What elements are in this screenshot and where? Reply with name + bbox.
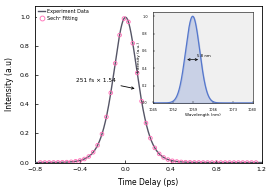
- Sech² Fitting: [148, 137, 152, 140]
- Sech² Fitting: [135, 71, 139, 74]
- Sech² Fitting: [95, 144, 100, 147]
- Experiment Data: [260, 161, 263, 164]
- Sech² Fitting: [241, 161, 245, 164]
- Text: 251 fs × 1.54: 251 fs × 1.54: [76, 78, 134, 89]
- Sech² Fitting: [162, 156, 166, 159]
- Sech² Fitting: [201, 161, 205, 164]
- Sech² Fitting: [100, 132, 104, 136]
- Experiment Data: [120, 24, 123, 26]
- Experiment Data: [59, 161, 62, 163]
- Sech² Fitting: [210, 161, 214, 164]
- Sech² Fitting: [232, 161, 236, 164]
- Sech² Fitting: [188, 161, 192, 164]
- Experiment Data: [256, 161, 259, 164]
- Sech² Fitting: [38, 161, 42, 164]
- Sech² Fitting: [144, 122, 148, 125]
- X-axis label: Wavelength (nm): Wavelength (nm): [185, 113, 221, 117]
- Sech² Fitting: [47, 161, 51, 164]
- Sech² Fitting: [175, 160, 179, 163]
- Sech² Fitting: [245, 161, 249, 164]
- Y-axis label: Intensity (a.u): Intensity (a.u): [5, 57, 14, 111]
- Sech² Fitting: [104, 115, 108, 119]
- Sech² Fitting: [43, 161, 47, 164]
- Sech² Fitting: [69, 160, 73, 163]
- Experiment Data: [231, 161, 234, 164]
- Text: 5.8 nm: 5.8 nm: [197, 54, 211, 58]
- Sech² Fitting: [73, 160, 78, 163]
- Sech² Fitting: [179, 160, 183, 163]
- Sech² Fitting: [126, 20, 131, 23]
- Sech² Fitting: [153, 146, 157, 149]
- Legend: Experiment Data, Sech² Fitting: Experiment Data, Sech² Fitting: [37, 8, 90, 22]
- Sech² Fitting: [236, 161, 241, 164]
- Sech² Fitting: [52, 161, 56, 164]
- Sech² Fitting: [157, 152, 161, 155]
- X-axis label: Time Delay (ps): Time Delay (ps): [118, 178, 178, 187]
- Sech² Fitting: [227, 161, 232, 164]
- Sech² Fitting: [139, 100, 144, 103]
- Sech² Fitting: [170, 159, 175, 162]
- Experiment Data: [130, 35, 133, 38]
- Sech² Fitting: [78, 159, 82, 162]
- Sech² Fitting: [122, 17, 126, 20]
- Y-axis label: Intensity (a.u.): Intensity (a.u.): [137, 43, 141, 72]
- Sech² Fitting: [109, 91, 113, 94]
- Sech² Fitting: [166, 158, 170, 161]
- Sech² Fitting: [197, 161, 201, 164]
- Sech² Fitting: [131, 42, 135, 45]
- Sech² Fitting: [91, 151, 95, 154]
- Sech² Fitting: [113, 62, 117, 65]
- Sech² Fitting: [219, 161, 223, 164]
- Sech² Fitting: [254, 161, 258, 164]
- Experiment Data: [72, 160, 76, 163]
- Sech² Fitting: [82, 157, 87, 160]
- Sech² Fitting: [87, 155, 91, 158]
- Sech² Fitting: [60, 161, 65, 164]
- Line: Experiment Data: Experiment Data: [35, 17, 262, 163]
- Sech² Fitting: [117, 34, 122, 37]
- Sech² Fitting: [214, 161, 218, 164]
- Experiment Data: [33, 161, 36, 164]
- Sech² Fitting: [65, 161, 69, 164]
- Sech² Fitting: [223, 161, 227, 164]
- Sech² Fitting: [205, 161, 210, 164]
- Experiment Data: [124, 16, 127, 18]
- Sech² Fitting: [183, 161, 188, 164]
- Sech² Fitting: [192, 161, 197, 164]
- Sech² Fitting: [249, 161, 254, 164]
- Sech² Fitting: [56, 161, 60, 164]
